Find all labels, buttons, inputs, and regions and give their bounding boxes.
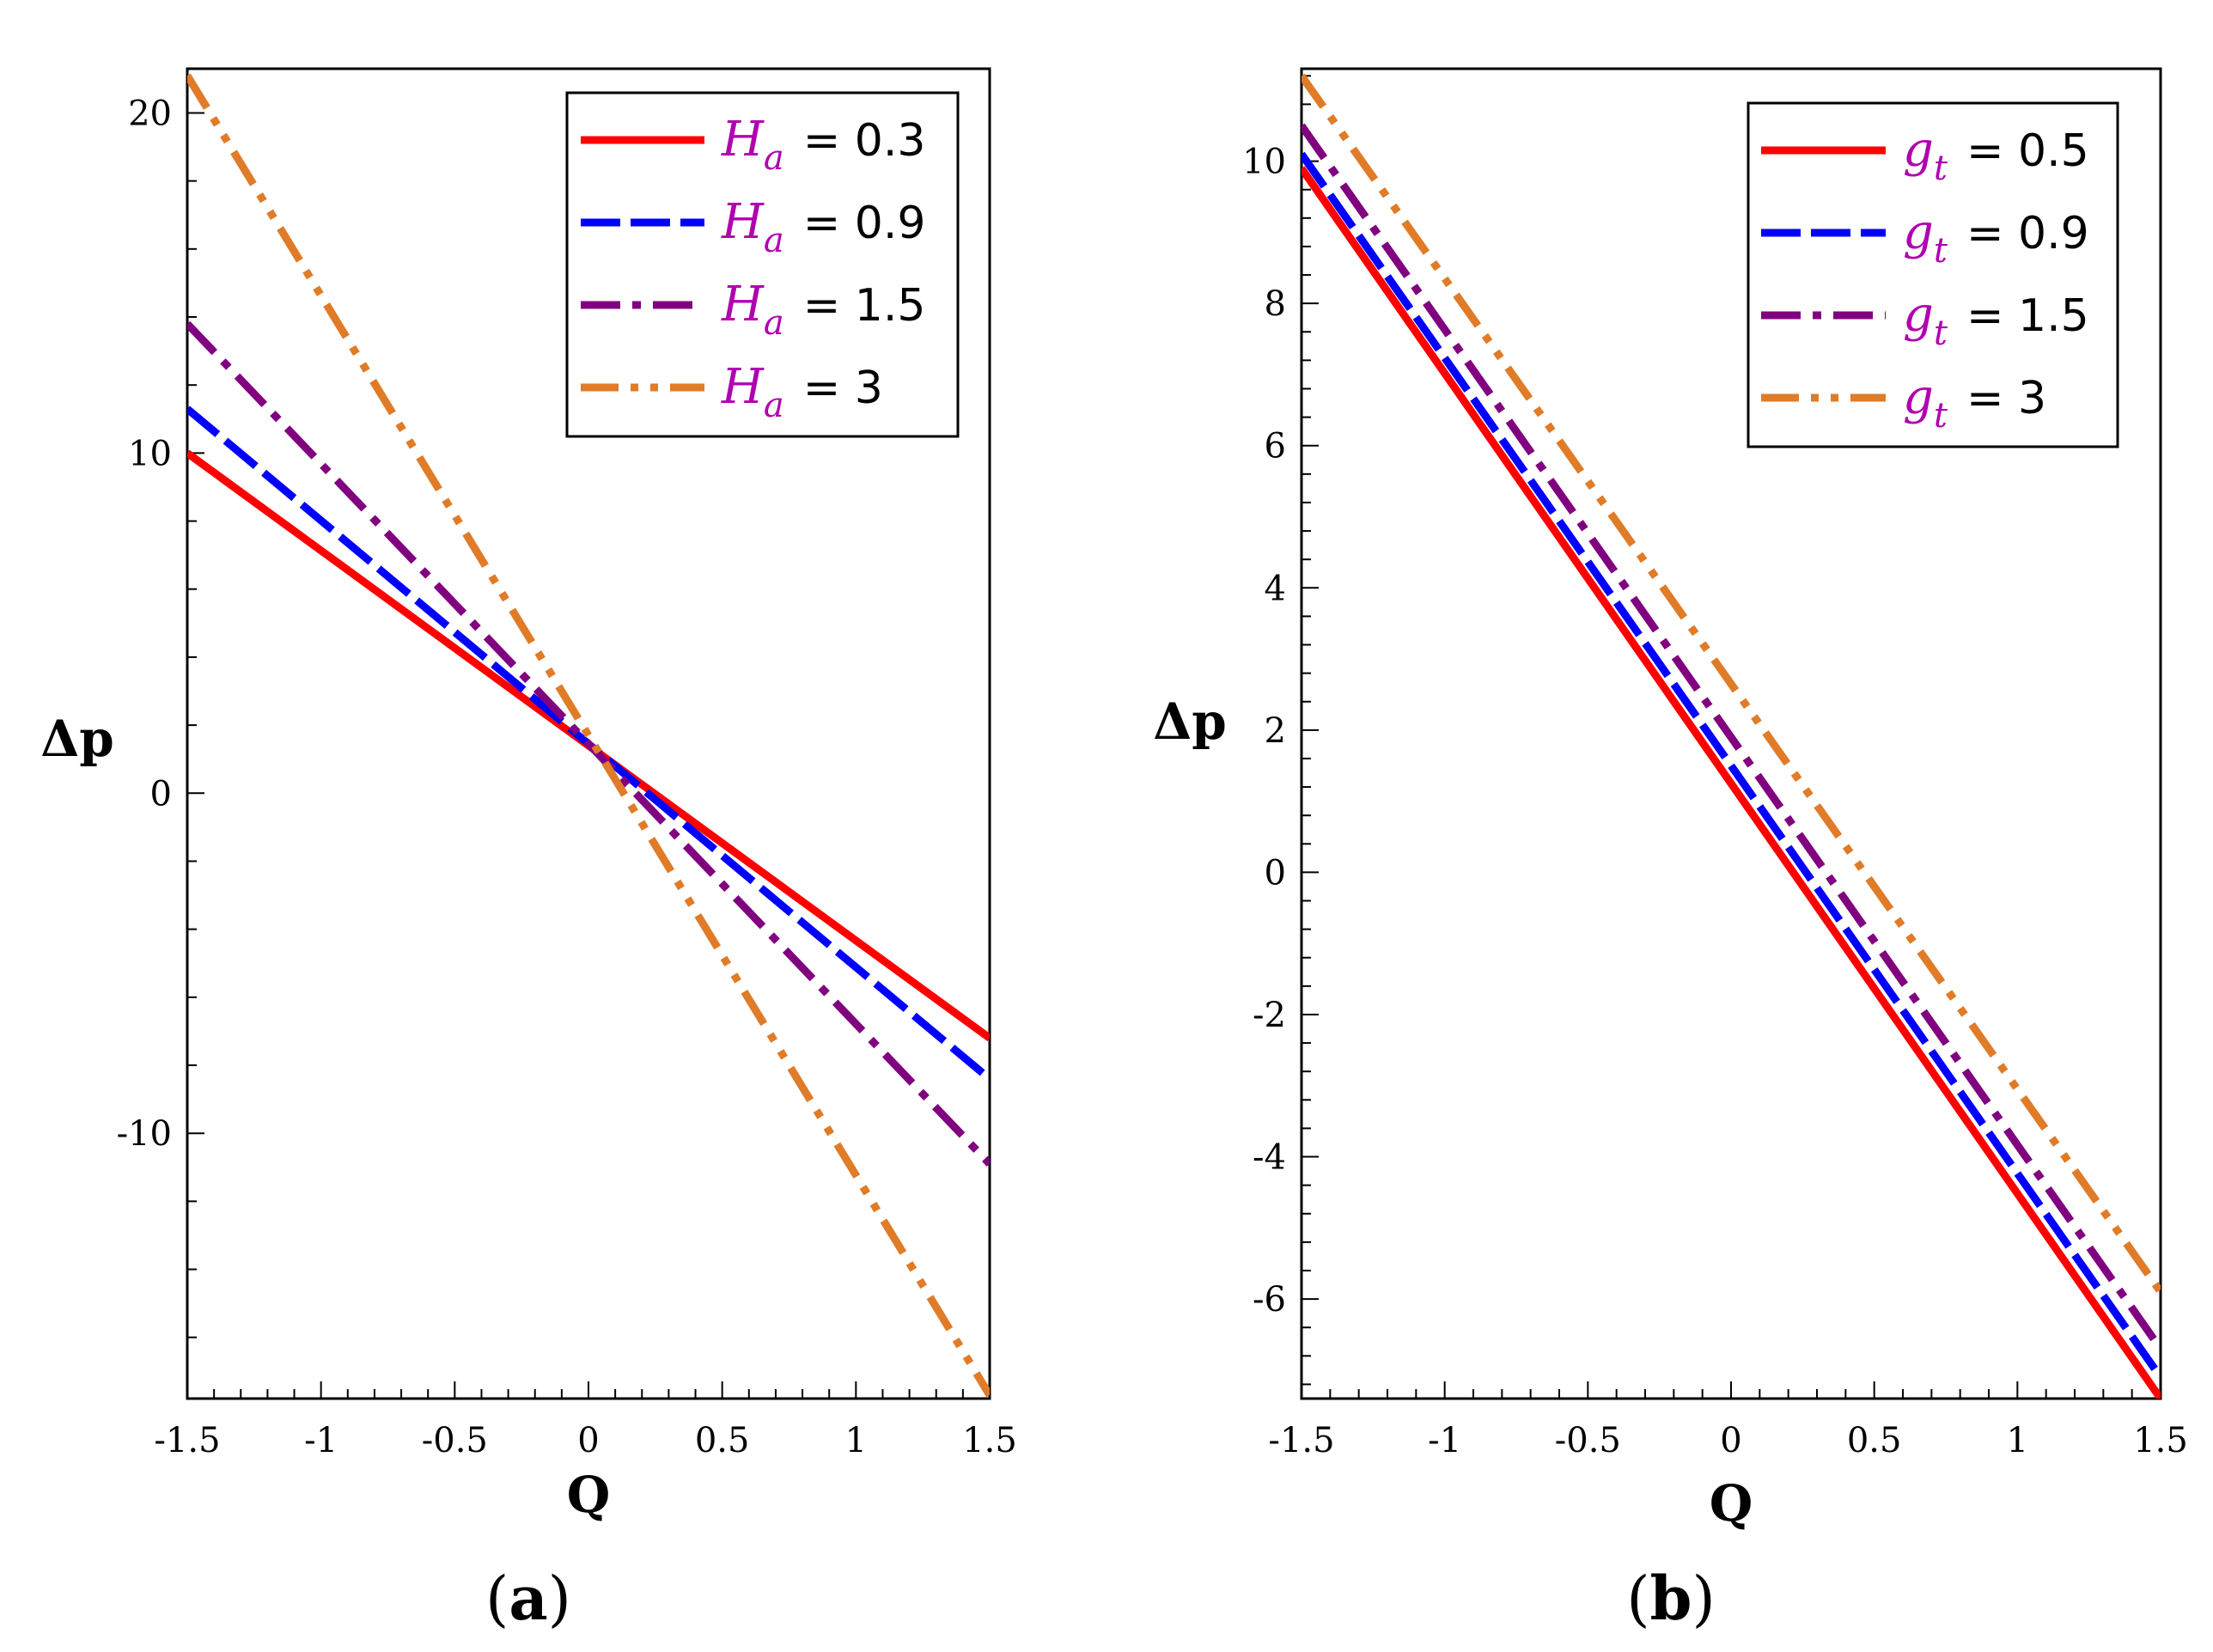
y-tick-label: 10	[128, 434, 172, 473]
legend-subscript: t	[1934, 231, 1948, 271]
legend-box	[1747, 101, 2119, 448]
series-line-3	[187, 73, 990, 1398]
legend-value: = 0.5	[1966, 125, 2089, 177]
x-axis-label: Q	[567, 1466, 611, 1524]
legend-symbol: g	[1903, 204, 1934, 260]
legend-value: = 1.5	[1966, 290, 2089, 342]
series-line-0.5	[1302, 166, 2161, 1399]
legend-box	[565, 91, 960, 438]
legend-b: gt = 0.5gt = 0.9gt = 1.5gt = 3	[1747, 101, 2119, 448]
y-tick-label: 4	[1265, 569, 1286, 608]
series-group-b	[1302, 73, 2161, 1399]
y-tick-label: -10	[117, 1114, 172, 1154]
legend-symbol: g	[1903, 369, 1934, 425]
legend-symbol: g	[1903, 122, 1934, 178]
legend-symbol: H	[721, 277, 765, 332]
legend-symbol: H	[721, 112, 765, 168]
legend-entry-0.9: gt = 0.9	[1903, 204, 2089, 271]
x-tick-label: -1.5	[154, 1421, 220, 1460]
legend-entry-0.9: Ha = 0.9	[721, 194, 926, 260]
legend-entry-0.3: Ha = 0.3	[721, 112, 926, 178]
legend-subscript: a	[764, 303, 784, 343]
legend-entry-1.5: gt = 1.5	[1903, 287, 2089, 353]
y-tick-label: -6	[1253, 1280, 1286, 1320]
x-tick-label: 0.5	[1847, 1421, 1902, 1460]
series-line-1.5	[187, 320, 990, 1167]
legend-entry-3: Ha = 3	[721, 359, 883, 425]
series-group-a	[187, 73, 990, 1398]
y-tick-label: -2	[1253, 996, 1286, 1035]
legend-value: = 3	[803, 363, 883, 414]
series-line-1.5	[1302, 123, 2161, 1351]
legend-subscript: a	[764, 138, 784, 178]
legend-subscript: t	[1934, 314, 1948, 353]
y-tick-label: 0	[1265, 853, 1286, 893]
legend-symbol: H	[721, 194, 765, 250]
x-tick-label: 1	[2007, 1421, 2028, 1460]
legend-subscript: a	[764, 221, 784, 260]
legend-a: Ha = 0.3 Ha = 0.9 Ha = 1.5 Ha = 3	[565, 91, 960, 438]
panel-a: -1.5 -1 -0.5 0 0.5 1 1.5 -10 0 10 20 Δp Q Ha = 0.3 Ha = …	[40, 67, 1017, 1634]
legend-value: = 0.9	[803, 198, 926, 249]
panel-caption-b: (b)	[1626, 1563, 1716, 1634]
x-tick-label: -0.5	[422, 1421, 488, 1460]
legend-entry-0.5: gt = 0.5	[1903, 122, 2089, 188]
panel-caption-letter: a	[509, 1563, 547, 1634]
legend-symbol: g	[1903, 287, 1934, 343]
legend-symbol: H	[721, 359, 765, 415]
y-tick-label: 6	[1265, 427, 1286, 466]
legend-value: = 0.9	[1966, 208, 2089, 259]
series-line-3	[1302, 73, 2161, 1295]
x-tick-label: -1.5	[1268, 1421, 1334, 1460]
y-tick-label: 2	[1265, 711, 1286, 751]
x-tick-label: 0	[577, 1421, 599, 1460]
legend-value: = 0.3	[803, 115, 926, 167]
legend-subscript: a	[764, 386, 784, 425]
x-tick-label: -0.5	[1555, 1421, 1621, 1460]
x-tick-label: 0	[1720, 1421, 1741, 1460]
legend-subscript: t	[1934, 396, 1948, 436]
y-axis-label: Δp	[1153, 692, 1227, 751]
panel-caption-a: (a)	[485, 1563, 571, 1634]
y-tick-label: 0	[150, 774, 172, 814]
panel-caption-letter: b	[1650, 1563, 1692, 1634]
legend-value: = 3	[1966, 373, 2046, 424]
y-tick-label: 20	[128, 94, 172, 133]
y-tick-label: 8	[1265, 284, 1286, 324]
legend-entry-3: gt = 3	[1903, 369, 2046, 436]
y-tick-label: -4	[1253, 1138, 1286, 1178]
legend-value: = 1.5	[803, 280, 926, 332]
y-tick-label: 10	[1242, 143, 1286, 182]
x-tick-label: -1	[304, 1421, 338, 1460]
y-axis-label: Δp	[40, 710, 114, 768]
legend-entry-1.5: Ha = 1.5	[721, 277, 926, 343]
x-axis-label: Q	[1710, 1474, 1753, 1533]
x-tick-label: 0.5	[695, 1421, 750, 1460]
x-tick-label: 1.5	[2133, 1421, 2188, 1460]
x-tick-label: 1.5	[962, 1421, 1017, 1460]
x-tick-label: 1	[845, 1421, 867, 1460]
x-tick-label: -1	[1428, 1421, 1461, 1460]
legend-subscript: t	[1934, 149, 1948, 188]
